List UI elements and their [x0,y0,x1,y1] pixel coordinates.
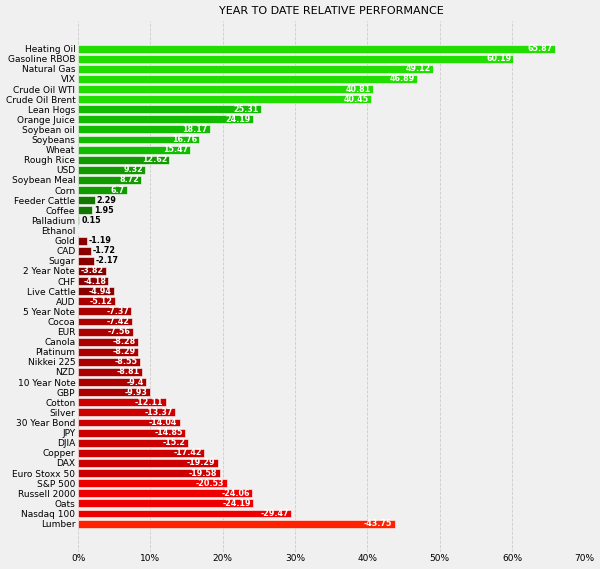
Bar [78,328,133,336]
Text: -24.19: -24.19 [223,499,251,508]
Text: 6.7: 6.7 [110,185,124,195]
Text: -1.19: -1.19 [89,236,112,245]
Text: -12.11: -12.11 [135,398,164,407]
Bar [78,146,190,154]
Text: 1.95: 1.95 [94,206,114,215]
Bar [78,358,140,366]
Bar [78,65,433,73]
Bar [78,388,150,396]
Bar [78,338,138,345]
Bar [78,176,141,184]
Bar [78,519,395,527]
Bar [78,55,514,63]
Text: 18.17: 18.17 [182,125,208,134]
Bar [78,419,179,426]
Text: -7.56: -7.56 [108,327,131,336]
Text: -5.12: -5.12 [90,297,113,306]
Text: -19.58: -19.58 [189,468,218,477]
Text: 15.47: 15.47 [163,145,188,154]
Bar [78,378,146,386]
Bar [78,509,291,517]
Text: -2.17: -2.17 [96,256,119,265]
Text: 12.62: 12.62 [142,155,167,164]
Text: 49.12: 49.12 [406,64,431,73]
Bar [78,287,114,295]
Bar [78,95,371,103]
Text: -24.06: -24.06 [221,489,250,498]
Text: -9.4: -9.4 [127,378,144,386]
Bar [78,449,204,457]
Text: -1.72: -1.72 [92,246,116,255]
Bar [78,126,209,133]
Text: -7.42: -7.42 [107,317,130,326]
Text: -8.28: -8.28 [113,337,136,346]
Text: -15.2: -15.2 [163,438,186,447]
Bar [78,105,261,113]
Text: -8.29: -8.29 [113,347,136,356]
Bar [78,237,86,245]
Bar [78,459,218,467]
Text: -13.37: -13.37 [144,408,173,417]
Bar [78,489,252,497]
Bar [78,297,115,305]
Bar [78,75,417,83]
Bar [78,398,166,406]
Bar [78,247,91,255]
Bar [78,469,220,477]
Bar [78,348,138,356]
Text: 0.15: 0.15 [82,216,101,225]
Bar [78,318,132,325]
Bar [78,135,199,143]
Text: -43.75: -43.75 [364,519,392,528]
Text: -4.18: -4.18 [83,277,106,286]
Text: -19.29: -19.29 [187,459,215,468]
Text: 25.31: 25.31 [234,105,259,114]
Text: -14.04: -14.04 [149,418,178,427]
Bar [78,85,373,93]
Bar [78,257,94,265]
Bar [78,277,109,285]
Text: 24.19: 24.19 [226,115,251,124]
Text: 8.72: 8.72 [119,175,139,184]
Text: 2.29: 2.29 [97,196,116,205]
Text: -3.82: -3.82 [80,266,104,275]
Text: -8.81: -8.81 [116,368,140,377]
Text: -14.85: -14.85 [155,428,184,437]
Text: 46.89: 46.89 [390,75,415,84]
Text: -4.94: -4.94 [89,287,112,296]
Bar [78,409,175,417]
Text: -7.37: -7.37 [106,307,129,316]
Bar [78,207,92,214]
Text: -29.47: -29.47 [260,509,289,518]
Text: -8.55: -8.55 [115,357,138,366]
Bar [78,428,185,436]
Title: YEAR TO DATE RELATIVE PERFORMANCE: YEAR TO DATE RELATIVE PERFORMANCE [219,6,443,15]
Text: 16.76: 16.76 [172,135,197,144]
Text: -17.42: -17.42 [173,448,202,457]
Bar [78,368,142,376]
Bar [78,500,253,508]
Bar [78,216,79,224]
Bar [78,439,188,447]
Bar [78,44,554,52]
Bar [78,166,145,174]
Bar [78,307,131,315]
Text: -20.53: -20.53 [196,479,224,488]
Bar [78,267,106,275]
Bar [78,186,127,194]
Text: 40.81: 40.81 [346,85,371,93]
Text: -9.93: -9.93 [125,387,148,397]
Text: 65.87: 65.87 [527,44,553,53]
Text: 9.32: 9.32 [124,166,143,174]
Text: 40.45: 40.45 [343,94,368,104]
Bar [78,479,227,487]
Bar [78,156,169,164]
Bar [78,116,253,123]
Bar [78,196,95,204]
Text: 60.19: 60.19 [486,54,511,63]
